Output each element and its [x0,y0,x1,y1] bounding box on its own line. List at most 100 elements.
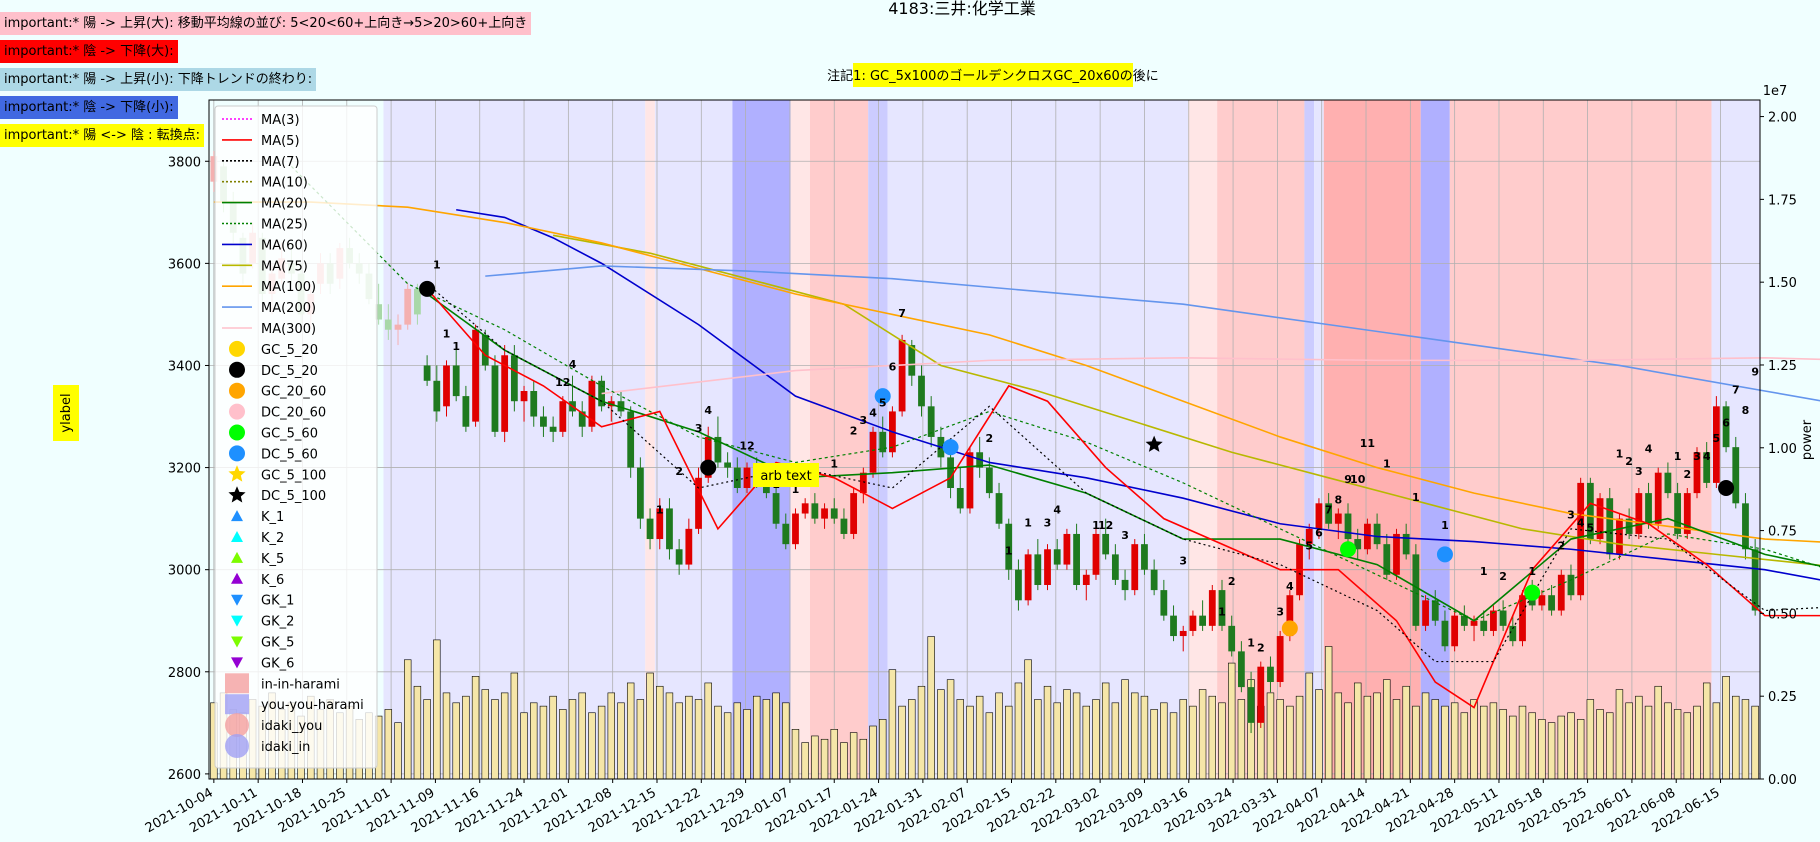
candle-body [801,503,809,514]
volume-bar [849,732,858,780]
count-label: 2 [1228,575,1236,588]
background-band [645,100,655,779]
volume-bar [1354,682,1362,780]
candle-body [462,396,470,427]
volume-bar [413,685,422,780]
volume-bar [1751,705,1759,780]
volume-bar [1741,699,1750,780]
volume-bar [636,699,645,780]
candle-body [695,477,702,529]
background-bands [209,100,1760,779]
volume-bar [1276,699,1284,780]
volume-bar [549,695,557,780]
background-band [810,100,869,779]
volume-bar [665,692,674,780]
count-label: 1 [1005,544,1013,557]
candle-body [675,549,683,565]
volume-bar [1053,702,1061,780]
note-4: important:* 陰 -> 下降(小): [0,96,178,119]
volume-bar [559,709,567,780]
count-label: 3 [1635,465,1643,478]
candle-body [1509,625,1517,642]
candle-body [1073,533,1080,585]
candle-body [414,288,421,315]
volume-bar [908,699,916,780]
y2-tick-label: 1.50 [1768,276,1797,291]
candle-body [1141,544,1148,570]
legend-label: you-you-harami [261,698,364,713]
legend-swatch [225,734,249,758]
legend-label: GK_1 [261,594,294,609]
ma-line-MA7 [426,283,1820,663]
volume-bar [1208,695,1216,780]
volume-bar [762,699,771,780]
grid-lines [209,100,1760,779]
volume-bar [685,695,693,780]
candle-body [443,365,450,407]
candle-body [1247,687,1255,723]
candle-body [1499,610,1507,626]
candle-body [1664,472,1672,494]
candle-body [1751,549,1759,611]
volume-bar [714,705,722,780]
count-label: 1 [1024,516,1032,529]
volume-bar [539,705,548,780]
y2-tick-label: 2.00 [1768,111,1797,126]
legend-label: K_6 [261,573,284,588]
candle-body [1053,549,1061,565]
legend-label: K_2 [261,531,284,546]
volume-bar [1014,682,1023,780]
candle-body [1742,503,1749,550]
volume-bar [1470,699,1478,780]
legend-label: GC_5_20 [261,343,318,358]
volume-bar [1499,709,1507,780]
candle-body [549,426,557,432]
count-label: 5 [1587,521,1595,534]
count-label: 3 [1179,555,1187,568]
volume-bar [1286,705,1294,780]
legend-swatch [229,445,245,462]
candle-body [1199,615,1207,626]
count-label: 1 [1412,491,1420,504]
count-label: 4 [1703,450,1711,463]
count-label: 12 [555,376,570,389]
candle-body [1364,523,1371,550]
volume-bar [801,742,809,780]
legend-swatch [231,572,243,584]
note-1: important:* 陽 -> 上昇(大): 移動平均線の並び: 5<20<6… [0,12,532,35]
y-tick-label: 2800 [168,666,201,681]
background-band [732,100,791,779]
candle-body [685,528,693,565]
count-label: 5 [1713,432,1721,445]
ma-line-MA100 [213,201,1820,543]
count-label: 3 [860,414,868,427]
volume-bar [1402,685,1410,780]
candle-body [1082,574,1090,585]
volume-bar [1654,685,1662,780]
candle-body [1412,554,1420,626]
legend-swatch [225,673,249,694]
candle-body [1470,620,1478,626]
y2-tick-label: 0.00 [1768,773,1797,788]
volume-bar [830,729,838,780]
count-label: 1 [1218,606,1226,619]
legend-label: MA(25) [261,218,308,233]
candle-body [1092,533,1100,575]
y2-axis-ticks: 0.00 0.25 0.50 0.75 1.00 1.25 1.50 1.75 2.00 [1760,111,1797,788]
candle-body [501,355,509,432]
candle-body [1683,493,1691,534]
legend-label: GK_2 [261,615,294,630]
volume-bar [1005,705,1013,780]
legend-label: MA(100) [261,280,316,295]
count-label: 2 [675,465,683,478]
x-axis-ticks: 2021-10-042021-10-112021-10-182021-10-25… [143,779,1723,836]
legend-swatch [225,713,249,738]
background-band [1314,100,1324,779]
candle-body [1121,579,1129,591]
candle-body [666,508,673,550]
candle-body [772,493,780,524]
ma-line-MA25 [290,165,1820,622]
volume-bar [1528,712,1536,780]
legend-label: DC_5_100 [261,489,326,504]
candle-body [646,518,654,540]
